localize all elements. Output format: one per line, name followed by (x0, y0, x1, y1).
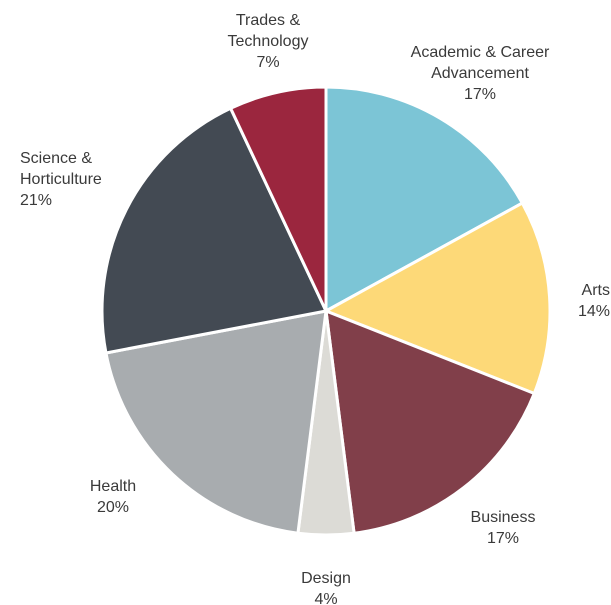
pie-slice (324, 201, 552, 395)
category-label: Arts (581, 282, 610, 299)
slice-label: Arts 14% (540, 280, 610, 322)
slice-label: Business 17% (453, 507, 553, 549)
category-label: Academic & Career Advancement (410, 44, 550, 82)
value-label: 14% (577, 303, 610, 320)
value-label: 17% (486, 530, 520, 547)
category-label: Business (470, 509, 536, 526)
pie-slice (104, 309, 328, 535)
pie-slice (229, 85, 328, 313)
slice-label: Trades & Technology 7% (218, 10, 318, 73)
value-label: 17% (463, 86, 497, 103)
category-label: Trades & Technology (227, 12, 309, 50)
pie-slice (100, 106, 328, 355)
pie-slice (324, 309, 536, 535)
category-label: Design (301, 570, 351, 587)
slice-label: Design 4% (276, 568, 376, 605)
pie-slice (324, 85, 524, 313)
category-label: Science & Horticulture (20, 150, 102, 188)
category-label: Health (89, 478, 137, 495)
value-label: 4% (314, 591, 338, 605)
slice-label: Health 20% (63, 476, 163, 518)
value-label: 7% (256, 54, 280, 71)
value-label: 20% (96, 499, 130, 516)
slice-label: Academic & Career Advancement 17% (395, 42, 565, 105)
value-label: 21% (20, 192, 53, 209)
slice-label: Science & Horticulture 21% (20, 148, 130, 211)
